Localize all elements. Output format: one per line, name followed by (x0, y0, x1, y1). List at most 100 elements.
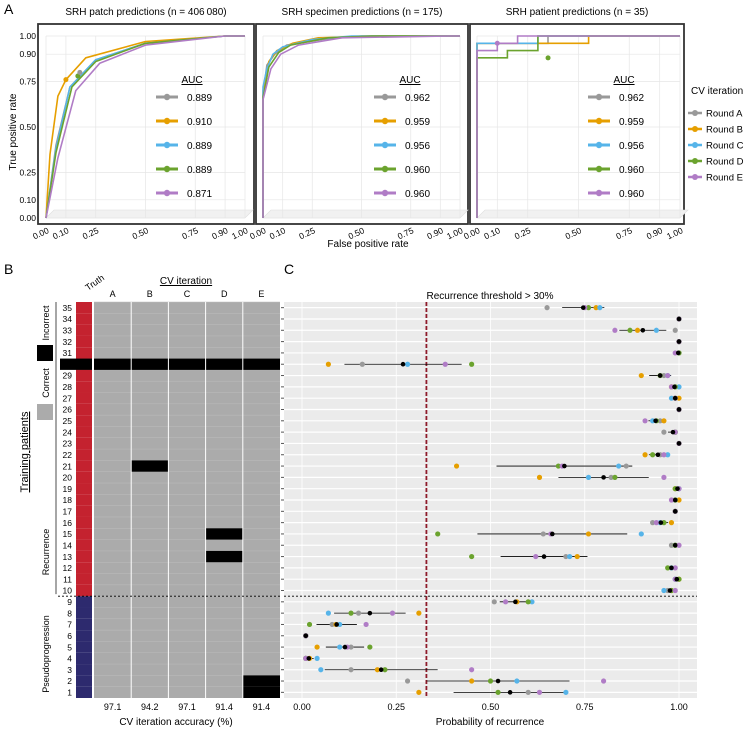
roc-point-2-1 (494, 40, 500, 46)
roc-xtick-2-4: 0.75 (614, 225, 633, 241)
auc-legend-title-2: AUC (613, 75, 634, 86)
prob-point-1-4 (536, 689, 543, 695)
roc-xtick-2-6: 1.00 (665, 225, 684, 241)
row-label-23: 23 (63, 439, 73, 449)
prob-point-8-2 (325, 610, 331, 616)
prob-point-1-3 (495, 689, 501, 695)
incorrect-row-30-ext (60, 358, 76, 370)
prob-point-33-4 (612, 327, 618, 333)
auc-legend-dot-0-3 (163, 165, 171, 173)
roc-xtick-1-5: 0.90 (425, 225, 444, 241)
roc-title-0: SRH patch predictions (n = 406 080) (65, 7, 226, 18)
truth-cell-8 (76, 607, 92, 619)
auc-legend-dot-0-2 (163, 141, 171, 149)
truth-cell-32 (76, 335, 92, 348)
cv-legend-title: CV iteration (691, 86, 743, 97)
prob-point-1-2 (563, 689, 569, 695)
prob-point-15-0 (540, 531, 546, 537)
truth-cell-34 (76, 313, 92, 325)
auc-value-0-3: 0.889 (187, 165, 212, 176)
row-label-22: 22 (63, 450, 73, 460)
truth-cell-33 (76, 324, 92, 336)
auc-value-2-4: 0.960 (619, 189, 644, 200)
auc-legend-dot-0-1 (163, 117, 171, 125)
auc-value-0-1: 0.910 (187, 117, 212, 128)
auc-legend-dot-0-4 (163, 189, 171, 197)
auc-value-1-0: 0.962 (405, 93, 430, 104)
prob-point-28-2 (676, 384, 682, 390)
prob-point-10-4 (672, 587, 678, 594)
col-label-A: A (110, 289, 116, 299)
incorrect-cell-30-C (168, 358, 206, 370)
truth-cell-3 (76, 664, 92, 676)
row-label-16: 16 (63, 518, 73, 528)
prob-point-21-2 (616, 463, 622, 469)
row-label-4: 4 (67, 654, 72, 664)
prob-point-16-0 (650, 520, 656, 526)
roc-xtick-2-0: 0.00 (462, 225, 481, 241)
accuracy-D: 91.4 (215, 702, 233, 712)
row-label-3: 3 (67, 665, 72, 675)
prob-point-3-1 (374, 667, 380, 673)
prob-point-2-1 (469, 678, 475, 684)
truth-cell-15 (76, 528, 92, 540)
row-label-32: 32 (63, 337, 73, 347)
row-label-11: 11 (63, 574, 72, 584)
dot-xtick-2: 0.50 (482, 702, 500, 712)
dot-xtick-3: 0.75 (576, 702, 594, 712)
mean-point-2 (495, 678, 501, 684)
truth-cell-23 (76, 437, 92, 450)
prob-point-35-1 (593, 305, 599, 311)
truth-cell-4 (76, 652, 92, 665)
mean-point-7 (334, 622, 339, 627)
prob-point-33-1 (634, 327, 641, 333)
mean-point-21 (562, 463, 567, 469)
auc-legend-dot-2-4 (595, 189, 603, 197)
mean-point-31 (675, 350, 681, 356)
auc-value-1-4: 0.960 (405, 189, 430, 200)
col-label-B: B (147, 289, 153, 299)
prob-point-5-1 (314, 644, 320, 650)
truth-cell-16 (76, 516, 92, 529)
prob-point-33-2 (653, 327, 659, 333)
prob-point-5-3 (367, 644, 373, 650)
mean-point-13 (541, 554, 547, 559)
row-label-34: 34 (63, 314, 73, 324)
roc-point-0-0 (63, 77, 69, 83)
prob-point-4-2 (314, 655, 320, 662)
truth-cell-20 (76, 471, 92, 484)
col-label-C: C (184, 289, 191, 299)
panel-label-c: C (284, 261, 294, 277)
auc-legend-dot-1-3 (381, 165, 389, 173)
prob-point-20-4 (661, 474, 667, 480)
prob-point-5-2 (337, 644, 343, 650)
truth-cell-26 (76, 403, 92, 416)
roc-point-2-0 (545, 55, 551, 61)
prob-point-2-0 (404, 678, 411, 684)
prob-point-14-4 (676, 542, 682, 548)
mean-point-3 (378, 667, 384, 673)
row-label-9: 9 (67, 597, 72, 607)
roc-point-0-2 (77, 69, 83, 75)
auc-legend-dot-2-3 (595, 165, 603, 173)
prob-point-14-0 (668, 542, 675, 548)
roc-floor-0 (45, 209, 254, 219)
dot-xtick-4: 1.00 (670, 702, 688, 712)
incorrect-cell-21-B (131, 460, 169, 472)
roc-frame-1 (255, 23, 469, 225)
roc-xtick-2-3: 0.50 (564, 225, 583, 241)
row-label-24: 24 (63, 427, 73, 437)
truth-cell-19 (76, 483, 92, 495)
prob-point-1-1 (416, 689, 422, 695)
prob-point-30-2 (404, 361, 411, 367)
mean-point-32 (676, 339, 682, 344)
prob-point-20-1 (536, 474, 543, 480)
cv-legend-dot-1 (692, 126, 698, 132)
prob-point-5-0 (348, 644, 354, 650)
roc-xtick-1-2: 0.25 (297, 225, 316, 241)
auc-value-0-2: 0.889 (187, 141, 212, 152)
row-label-17: 17 (63, 507, 73, 517)
mean-point-9 (513, 599, 518, 605)
mean-point-16 (658, 520, 664, 525)
